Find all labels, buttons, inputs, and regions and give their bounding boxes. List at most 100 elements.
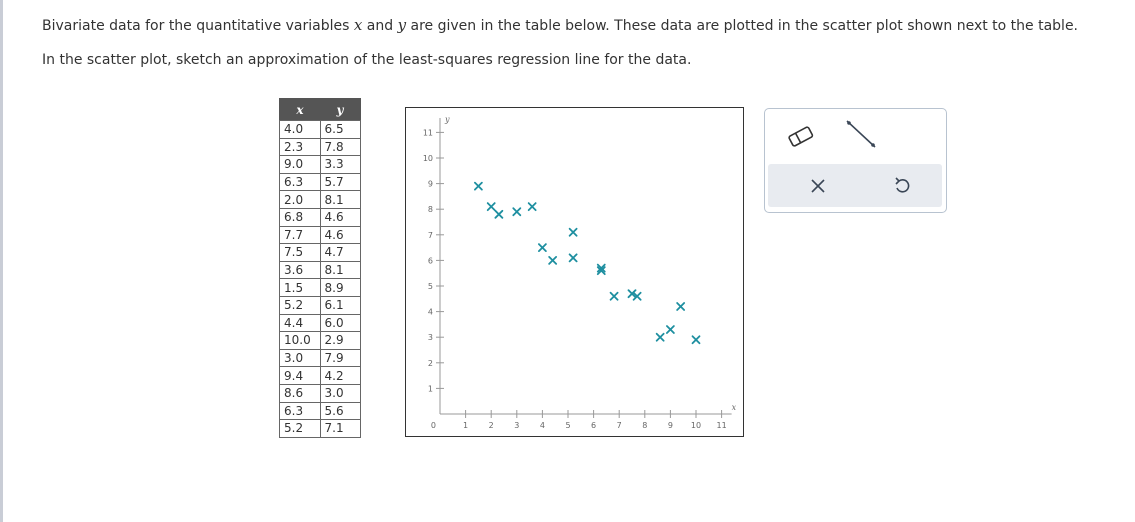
toolbar-action-row [768,164,942,207]
table-row: 5.2 6.1 [279,295,361,315]
question-line-1: Bivariate data for the quantitative vari… [42,16,1079,34]
y-tick-label: 2 [428,359,433,368]
scatter-point [494,209,504,219]
scatter-point [527,202,537,212]
x-tick-label: 3 [514,421,519,430]
var-y: y [397,16,407,34]
cell-y: 7.9 [319,348,361,368]
cell-x: 3.0 [279,348,321,368]
table-header-row: x y [279,98,361,121]
table-row: 7.7 4.6 [279,225,361,245]
table-row: 7.5 4.7 [279,243,361,262]
x-tick-label: 11 [717,421,727,430]
table-row: 2.3 7.8 [279,137,361,157]
table-row: 10.0 2.9 [279,331,361,350]
scatter-point [655,332,665,342]
page-left-border [0,0,3,522]
table-row: 2.0 8.1 [279,190,361,209]
cell-y: 4.7 [319,243,361,262]
var-x: x [353,16,363,34]
cell-y: 4.6 [319,225,361,245]
cell-y: 7.1 [319,419,361,438]
x-tick-label: 4 [540,421,545,430]
cell-y: 4.6 [319,207,361,227]
x-tick-label: 9 [668,421,673,430]
clear-icon[interactable] [798,166,838,206]
x-tick-label: 6 [591,421,596,430]
table-row: 8.6 3.0 [279,383,361,403]
y-tick-label: 8 [428,205,433,214]
y-tick-label: 5 [428,282,433,291]
cell-x: 6.3 [279,172,321,192]
cell-y: 5.7 [319,172,361,192]
drawing-toolbar [764,108,947,213]
table-row: 5.2 7.1 [279,419,361,438]
cell-y: 3.3 [319,155,361,174]
undo-icon[interactable] [882,166,922,206]
table-row: 6.3 5.6 [279,401,361,421]
y-tick-label: 1 [428,384,433,393]
table-row: 6.8 4.6 [279,207,361,227]
y-tick-label: 9 [428,180,433,189]
cell-x: 3.6 [279,260,321,280]
cell-x: 5.2 [279,419,321,438]
eraser-icon[interactable] [781,117,821,157]
scatter-point [596,266,606,276]
cell-y: 6.1 [319,295,361,315]
scatter-point [512,207,522,217]
scatter-point [632,291,642,301]
table-row: 9.4 4.2 [279,366,361,385]
scatter-point [691,335,701,345]
origin-label: 0 [431,421,436,430]
question-line-2: In the scatter plot, sketch an approxima… [42,52,692,68]
x-tick-label: 1 [463,421,468,430]
table-row: 1.5 8.9 [279,278,361,297]
x-axis-label: x [732,403,737,412]
table-body: 4.0 6.5 2.3 7.8 9.0 3.3 6.3 5.7 2.0 8.1 6.8 4.6 7.7 4… [279,120,361,438]
cell-y: 6.5 [319,120,361,139]
cell-x: 5.2 [279,295,321,315]
y-tick-label: 6 [428,256,433,265]
scatter-point [596,263,606,273]
column-header-x: x [279,98,320,121]
y-tick-label: 3 [428,333,433,342]
cell-x: 1.5 [279,278,321,297]
line-tool-icon[interactable] [841,115,881,155]
cell-x: 10.0 [279,331,321,350]
cell-y: 5.6 [319,401,361,421]
table-row: 6.3 5.7 [279,172,361,192]
x-tick-label: 8 [642,421,647,430]
scatter-point [568,253,578,263]
cell-x: 2.3 [279,137,321,157]
table-row: 3.6 8.1 [279,260,361,280]
scatter-point [474,181,483,191]
scatter-point [676,302,686,311]
y-tick-label: 10 [423,154,433,163]
cell-x: 8.6 [279,383,321,403]
table-row: 4.0 6.5 [279,120,361,139]
y-axis-label: y [444,115,450,124]
scatter-point [537,243,547,253]
table-row: 4.4 6.0 [279,313,361,333]
cell-y: 8.1 [319,190,361,209]
column-header-y: y [320,98,361,121]
cell-x: 4.0 [279,120,321,139]
scatter-plot[interactable]: 1 2 3 4 5 6 7 8 9 10 11 1 2 3 4 5 6 7 8 9 10 11 0 x y [405,107,744,437]
cell-y: 4.2 [319,366,361,385]
cell-x: 7.7 [279,225,321,245]
scatter-point [486,202,496,212]
y-tick-label: 7 [428,231,433,240]
x-tick-label: 7 [617,421,622,430]
cell-y: 2.9 [319,331,361,350]
scatter-point [548,255,558,265]
scatter-point [627,289,637,299]
scatter-point [665,325,675,334]
cell-y: 8.1 [319,260,361,280]
cell-x: 9.4 [279,366,321,385]
cell-x: 7.5 [279,243,321,262]
cell-y: 8.9 [319,278,361,297]
scatter-point [568,227,578,237]
table-row: 9.0 3.3 [279,155,361,174]
x-tick-label: 2 [489,421,494,430]
